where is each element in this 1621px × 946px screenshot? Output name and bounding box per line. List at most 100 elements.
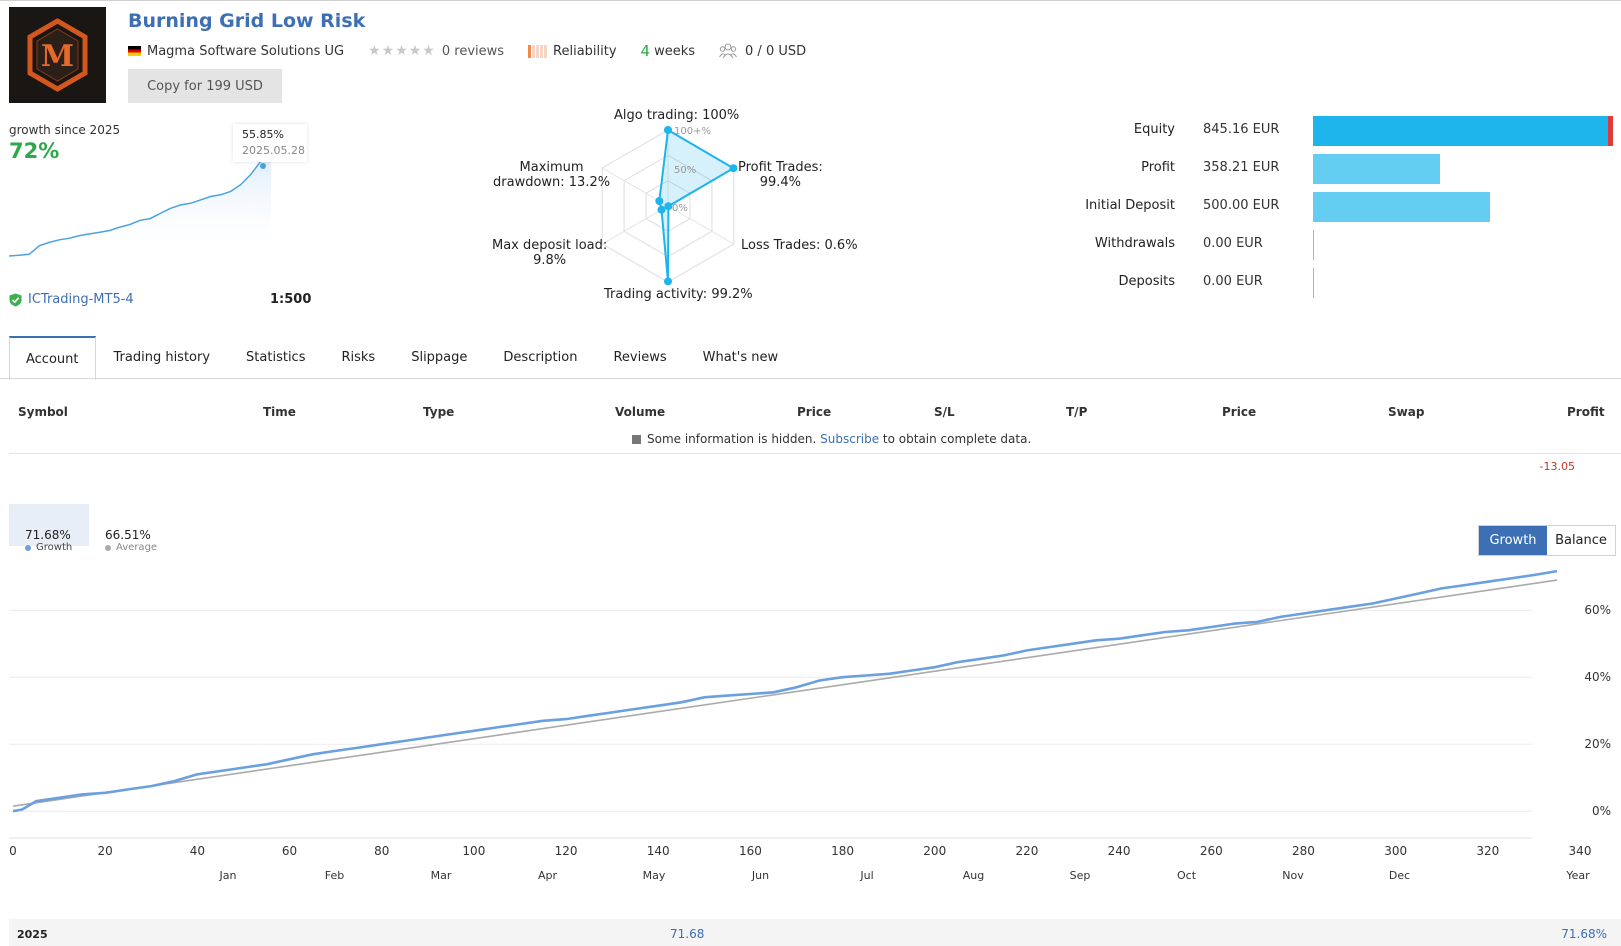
month-label: Apr xyxy=(538,869,558,882)
month-label: Year xyxy=(1565,869,1590,882)
subscribers-value: 0 / 0 USD xyxy=(745,43,807,59)
copy-button[interactable]: Copy for 199 USD xyxy=(128,69,282,103)
legend-growth-value: 71.68% xyxy=(25,528,71,542)
month-label: Sep xyxy=(1070,869,1091,882)
tab-reviews[interactable]: Reviews xyxy=(613,350,667,365)
col-swap: Swap xyxy=(1388,405,1425,419)
x-tick-label: 140 xyxy=(647,844,670,858)
radar-label-profit-trades-2: 99.4% xyxy=(759,175,802,190)
top-border xyxy=(0,0,1621,1)
legend-average[interactable]: 66.51% Average xyxy=(105,528,157,553)
growth-dot-icon xyxy=(25,544,31,551)
tooltip-value: 55.85% xyxy=(242,128,284,141)
equity-row-value: 500.00 EUR xyxy=(1203,198,1280,213)
equity-row-bar xyxy=(1313,230,1314,260)
x-tick-label: 120 xyxy=(555,844,578,858)
x-tick-label: 40 xyxy=(190,844,205,858)
x-tick-label: 300 xyxy=(1384,844,1407,858)
tooltip-date: 2025.05.28 xyxy=(242,144,305,157)
legend-growth-label: Growth xyxy=(36,542,73,553)
y-tick-label: 20% xyxy=(1584,737,1611,751)
weeks-label: weeks xyxy=(654,43,696,59)
radar-point xyxy=(655,197,664,205)
chart-mode-toggle: Growth Balance xyxy=(1478,525,1616,556)
col-volume: Volume xyxy=(615,405,666,419)
verified-shield-icon xyxy=(9,293,22,307)
col-price-open: Price xyxy=(797,405,832,419)
hidden-note-text-2: to obtain complete data. xyxy=(882,432,1032,446)
author-name[interactable]: Magma Software Solutions UG xyxy=(147,43,345,59)
year-summary-bar xyxy=(9,919,1621,946)
radar-label-deposit-load-2: 9.8% xyxy=(533,253,567,268)
month-label: Dec xyxy=(1389,869,1410,882)
tab-slippage[interactable]: Slippage xyxy=(411,350,468,365)
radar-point xyxy=(664,277,672,286)
equity-drawdown-marker xyxy=(1608,116,1613,146)
legend-growth-sub: Growth xyxy=(25,542,72,553)
tab-statistics[interactable]: Statistics xyxy=(246,350,306,365)
balance-toggle-button[interactable]: Balance xyxy=(1547,526,1615,555)
col-time: Time xyxy=(263,405,296,419)
lock-icon xyxy=(632,435,641,444)
equity-row-value: 0.00 EUR xyxy=(1203,236,1263,251)
mini-chart-tooltip: 55.85% 2025.05.28 xyxy=(233,124,307,162)
profit-total: -13.05 xyxy=(1539,460,1575,473)
signal-title[interactable]: Burning Grid Low Risk xyxy=(128,10,366,32)
radar-label-drawdown-1: Maximum xyxy=(519,160,584,175)
month-label: Aug xyxy=(963,869,984,882)
mini-chart-line xyxy=(9,153,272,257)
x-tick-label: 220 xyxy=(1015,844,1038,858)
growth-value: 72% xyxy=(9,139,60,163)
average-dot-icon xyxy=(105,544,111,551)
radar-label-profit-trades: Profit Trades: 99.4% xyxy=(738,160,823,190)
x-tick-label: 320 xyxy=(1476,844,1499,858)
month-label: Jun xyxy=(751,869,769,882)
radar-points xyxy=(655,126,738,286)
growth-series-line xyxy=(12,569,1558,813)
col-sl: S/L xyxy=(934,405,955,419)
tab-trading-history[interactable]: Trading history xyxy=(113,350,211,365)
equity-row-label: Initial Deposit xyxy=(1085,198,1175,213)
radar-scale-50: 50% xyxy=(674,165,696,176)
equity-row-bar xyxy=(1313,154,1441,184)
broker-name[interactable]: ICTrading-MT5-4 xyxy=(28,292,134,307)
month-label: Jan xyxy=(219,869,237,882)
broker-server[interactable]: ICTrading-MT5-4 xyxy=(9,292,134,307)
legend-growth-box[interactable] xyxy=(9,504,89,546)
equity-row-bar xyxy=(1313,268,1314,298)
col-price-close: Price xyxy=(1222,405,1257,419)
radar-spoke xyxy=(667,205,735,245)
legend-growth[interactable]: 71.68% Growth xyxy=(25,528,72,553)
radar-scale-0: 0% xyxy=(672,203,688,214)
subscribe-link[interactable]: Subscribe xyxy=(820,432,880,446)
equity-row-bar xyxy=(1313,116,1613,146)
tab-description[interactable]: Description xyxy=(503,350,578,365)
tab-whats-new[interactable]: What's new xyxy=(702,350,779,365)
reviews-count[interactable]: 0 reviews xyxy=(441,43,505,59)
radar-label-drawdown-2: drawdown: 13.2% xyxy=(493,175,611,190)
equity-row-label: Deposits xyxy=(1118,274,1175,289)
growth-chart[interactable]: 0% 20% 40% 60% 0 20 40 60 80 100 120 140 160 180 200 22… xyxy=(0,560,1621,920)
year-total-value: 71.68% xyxy=(1561,927,1607,941)
equity-row-label: Profit xyxy=(1141,160,1175,175)
risk-radar-chart: 100+% 50% 0% xyxy=(601,126,738,286)
reliability-label: Reliability xyxy=(553,43,617,59)
equity-row-value: 845.16 EUR xyxy=(1203,122,1280,137)
col-tp: T/P xyxy=(1066,405,1088,419)
col-type: Type xyxy=(423,405,455,419)
tab-risks[interactable]: Risks xyxy=(341,350,376,365)
table-divider xyxy=(9,453,1621,454)
x-tick-label: 20 xyxy=(98,844,113,858)
x-tick-label: 180 xyxy=(831,844,854,858)
mini-growth-chart[interactable] xyxy=(9,118,309,263)
signal-logo: M xyxy=(9,7,106,103)
tab-account[interactable]: Account xyxy=(9,336,96,380)
x-tick-label: 60 xyxy=(282,844,297,858)
hidden-info-note: Some information is hidden. Subscribe to… xyxy=(632,432,1031,446)
mini-chart-area xyxy=(9,154,271,256)
year-label: 2025 xyxy=(17,928,48,941)
growth-toggle-button[interactable]: Growth xyxy=(1479,526,1547,555)
radar-spoke xyxy=(601,205,669,245)
leverage-value: 1:500 xyxy=(270,292,312,307)
radar-label-deposit-load: Max deposit load: 9.8% xyxy=(492,238,607,268)
